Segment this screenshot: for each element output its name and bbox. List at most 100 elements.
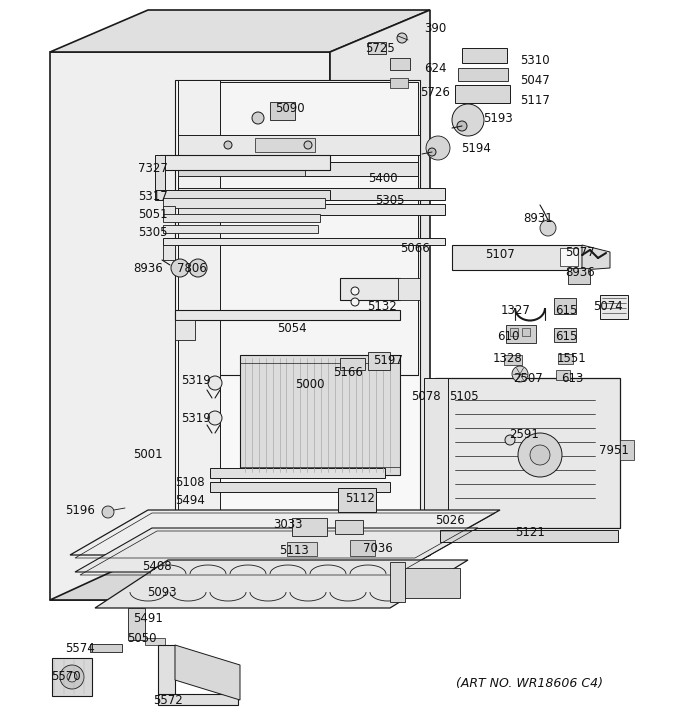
Text: 5001: 5001: [133, 447, 163, 460]
Bar: [338, 488, 376, 512]
Circle shape: [530, 445, 550, 465]
Bar: [620, 440, 634, 460]
Circle shape: [252, 112, 264, 124]
Text: 5117: 5117: [520, 94, 550, 107]
Bar: [506, 325, 536, 343]
Circle shape: [397, 33, 407, 43]
Text: 5000: 5000: [295, 378, 325, 391]
Polygon shape: [163, 245, 175, 260]
Text: 5074: 5074: [593, 299, 623, 312]
Polygon shape: [175, 80, 420, 560]
Polygon shape: [155, 155, 165, 195]
Text: 5574: 5574: [65, 642, 95, 655]
Circle shape: [452, 104, 484, 136]
Text: 390: 390: [424, 22, 446, 35]
Bar: [270, 102, 295, 120]
Circle shape: [351, 287, 359, 295]
Text: 8931: 8931: [523, 212, 553, 225]
Text: 5066: 5066: [400, 241, 430, 254]
Text: 5305: 5305: [375, 194, 405, 207]
Polygon shape: [210, 468, 385, 478]
Text: 5093: 5093: [147, 586, 177, 599]
Text: 2591: 2591: [509, 428, 539, 441]
Bar: [600, 295, 628, 319]
Text: 5051: 5051: [138, 207, 168, 220]
Text: 5047: 5047: [520, 73, 550, 86]
Bar: [52, 658, 92, 696]
Bar: [255, 138, 315, 152]
Text: 615: 615: [555, 329, 577, 342]
Text: (ART NO. WR18606 C4): (ART NO. WR18606 C4): [456, 677, 604, 690]
Text: 5491: 5491: [133, 611, 163, 624]
Text: 5197: 5197: [373, 354, 403, 367]
Bar: [522, 328, 530, 336]
Polygon shape: [440, 530, 618, 542]
Polygon shape: [50, 555, 430, 600]
Bar: [340, 358, 365, 370]
Polygon shape: [175, 310, 400, 320]
Text: 613: 613: [561, 371, 583, 384]
Circle shape: [304, 141, 312, 149]
Circle shape: [208, 411, 222, 425]
Text: 5408: 5408: [142, 560, 172, 573]
Polygon shape: [163, 206, 175, 218]
Text: 3033: 3033: [273, 518, 303, 531]
Text: 5570: 5570: [51, 669, 81, 682]
Polygon shape: [158, 694, 238, 705]
Text: 5400: 5400: [368, 172, 398, 184]
Text: 5108: 5108: [175, 476, 205, 489]
Polygon shape: [178, 162, 418, 176]
Polygon shape: [398, 278, 420, 300]
Text: 5319: 5319: [181, 373, 211, 386]
Polygon shape: [178, 135, 420, 155]
Text: 5494: 5494: [175, 494, 205, 507]
Polygon shape: [145, 638, 165, 645]
Bar: [504, 355, 522, 365]
Bar: [390, 58, 410, 70]
Polygon shape: [95, 560, 468, 608]
Polygon shape: [158, 645, 175, 700]
Circle shape: [67, 672, 77, 682]
Circle shape: [457, 121, 467, 131]
Circle shape: [540, 220, 556, 236]
Polygon shape: [163, 225, 318, 233]
Polygon shape: [178, 80, 220, 540]
Polygon shape: [178, 168, 305, 176]
Polygon shape: [175, 320, 195, 340]
Polygon shape: [178, 82, 418, 375]
Text: 1551: 1551: [557, 352, 587, 365]
Polygon shape: [330, 10, 430, 595]
Text: 5310: 5310: [520, 54, 550, 67]
Bar: [568, 268, 590, 284]
Bar: [390, 562, 405, 602]
Polygon shape: [435, 378, 620, 528]
Text: 5077: 5077: [565, 246, 595, 259]
Bar: [368, 352, 390, 370]
Text: 5026: 5026: [435, 513, 465, 526]
Bar: [350, 540, 375, 556]
Polygon shape: [128, 608, 145, 640]
Bar: [462, 48, 507, 63]
Polygon shape: [175, 645, 240, 700]
Bar: [560, 248, 578, 266]
Text: 5132: 5132: [367, 299, 397, 312]
Polygon shape: [210, 482, 390, 492]
Text: 8936: 8936: [133, 262, 163, 275]
Text: 5105: 5105: [449, 389, 479, 402]
Polygon shape: [50, 52, 330, 600]
Text: 5078: 5078: [411, 389, 441, 402]
Bar: [90, 644, 122, 652]
Text: 5166: 5166: [333, 365, 363, 378]
Text: 624: 624: [424, 62, 446, 75]
Text: 7806: 7806: [177, 262, 207, 275]
Circle shape: [428, 148, 436, 156]
Text: 2507: 2507: [513, 371, 543, 384]
Text: 1328: 1328: [493, 352, 523, 365]
Polygon shape: [178, 204, 445, 215]
Bar: [390, 78, 408, 88]
Text: 5305: 5305: [138, 225, 168, 239]
Polygon shape: [75, 528, 478, 572]
Bar: [558, 354, 573, 364]
Bar: [458, 68, 508, 81]
Polygon shape: [178, 188, 445, 200]
